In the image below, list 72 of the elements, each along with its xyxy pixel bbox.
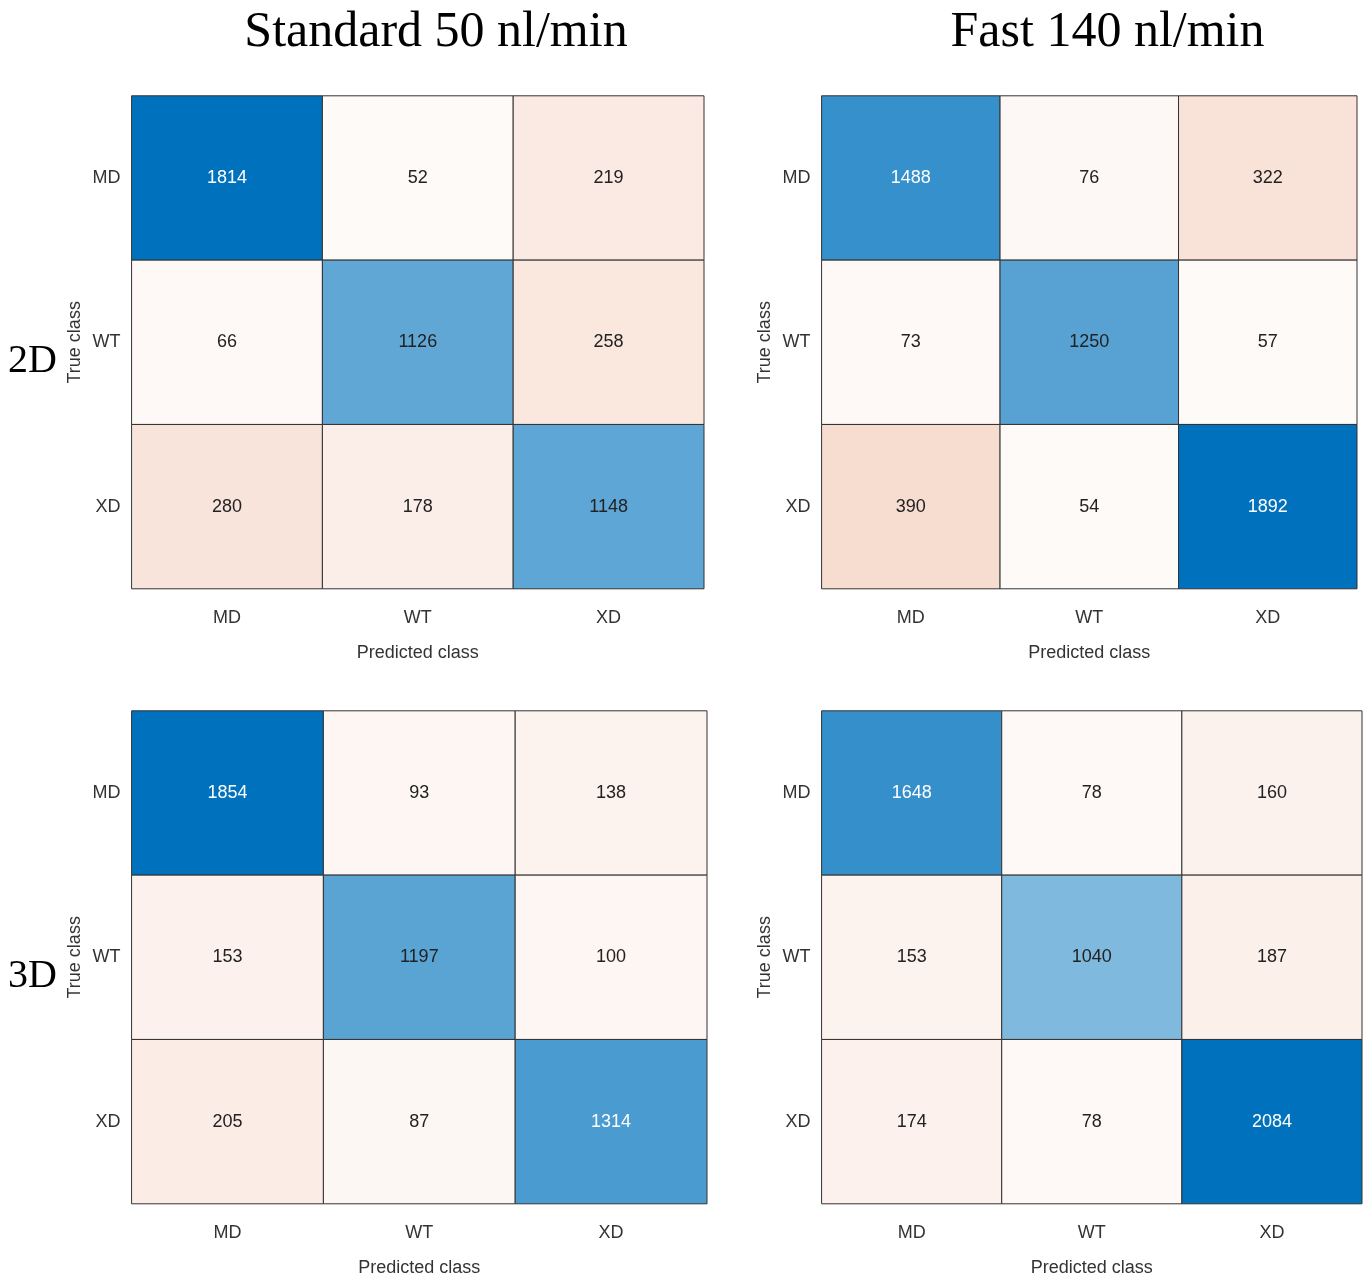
x-tick-label: MD [896,606,925,627]
data-label: 219 [593,166,624,187]
y-tick-label: MD [92,781,121,802]
data-label: 322 [1252,166,1283,187]
y-tick-label: XD [95,1110,121,1131]
x-axis-title: Predicted class [356,642,479,663]
data-label: 1197 [399,946,439,967]
x-axis-title: Predicted class [1028,642,1151,663]
data-label: 78 [1081,1110,1102,1131]
x-tick-label: WT [403,606,432,627]
data-label: 1892 [1247,495,1288,516]
data-label: 258 [593,331,624,352]
data-label: 1126 [398,331,438,352]
y-tick-label: MD [782,166,811,187]
data-label: 100 [596,946,627,967]
data-label: 93 [409,781,430,802]
x-axis-title: Predicted class [1030,1257,1153,1277]
x-tick-label: MD [212,606,241,627]
data-label: 2084 [1251,1110,1292,1131]
data-label: 1250 [1069,331,1110,352]
y-tick-label: WT [92,331,121,352]
data-label: 1314 [591,1110,632,1131]
x-tick-label: XD [1255,606,1281,627]
y-tick-label: XD [785,1110,811,1131]
data-label: 1648 [891,781,932,802]
chart-title: Fast 140 nl/min [949,0,1266,58]
data-label: 57 [1257,331,1278,352]
text: 2D [8,335,57,382]
data-label: 138 [596,781,627,802]
data-label: 390 [895,495,926,516]
y-axis-title: True class [753,301,774,384]
data-label: 205 [212,1110,243,1131]
y-tick-label: MD [92,166,121,187]
x-axis-title: Predicted class [358,1257,481,1277]
data-label: 280 [211,495,243,516]
text: 3D [8,950,57,997]
data-label: 1814 [206,166,248,187]
data-label: 73 [900,331,921,352]
data-label: 78 [1081,781,1102,802]
data-label: 178 [402,495,433,516]
data-label: 1148 [589,495,628,516]
y-tick-label: WT [782,946,811,967]
x-tick-label: MD [897,1221,926,1242]
data-label: 76 [1079,166,1100,187]
y-axis-title: True class [753,916,774,999]
y-tick-label: XD [785,495,811,516]
x-tick-label: XD [596,606,622,627]
y-tick-label: WT [782,331,811,352]
data-label: 66 [216,331,238,352]
data-label: 187 [1256,946,1287,967]
y-tick-label: MD [782,781,811,802]
x-tick-label: WT [1077,1221,1106,1242]
data-label: 54 [1079,495,1100,516]
data-label: 87 [409,1110,430,1131]
data-label: 1040 [1071,946,1112,967]
x-tick-label: WT [1075,606,1104,627]
data-label: 160 [1256,781,1287,802]
x-tick-label: XD [598,1221,624,1242]
data-label: 174 [896,1110,927,1131]
y-axis-title: True class [63,916,84,999]
y-tick-label: WT [92,946,121,967]
data-label: 1854 [207,781,248,802]
chart-title: Standard 50 nl/min [243,0,629,58]
x-tick-label: MD [213,1221,242,1242]
x-tick-label: WT [405,1221,434,1242]
y-tick-label: XD [95,495,121,516]
y-axis-title: True class [63,301,84,384]
data-label: 1488 [890,166,931,187]
x-tick-label: XD [1259,1221,1285,1242]
data-label: 153 [212,946,243,967]
data-label: 153 [896,946,927,967]
data-label: 52 [407,166,428,187]
